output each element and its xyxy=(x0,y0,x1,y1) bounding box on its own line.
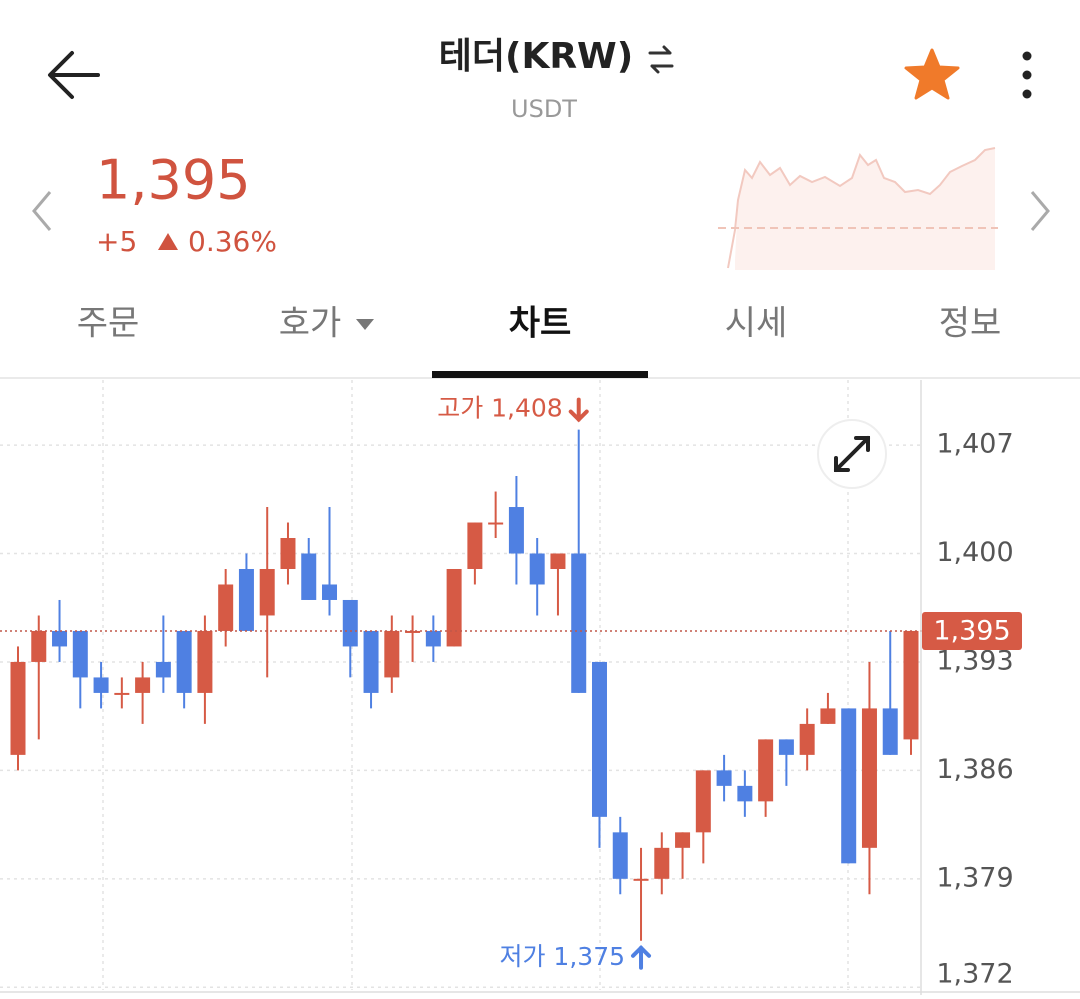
candle-body xyxy=(259,568,275,616)
tab[interactable]: 차트 xyxy=(509,304,572,344)
candle-body xyxy=(633,878,649,881)
prev-button[interactable] xyxy=(32,191,52,231)
y-tick-label: 1,379 xyxy=(936,862,1013,893)
candle-body xyxy=(841,708,857,864)
expand-button[interactable] xyxy=(817,419,887,489)
dropdown-caret xyxy=(356,319,374,330)
candle-body xyxy=(135,677,151,693)
candle-body xyxy=(882,708,898,755)
price-change: +5 xyxy=(96,225,137,258)
candle-body xyxy=(654,847,670,879)
candle-body xyxy=(10,661,26,755)
title: 테더(KRW) xyxy=(439,36,633,77)
y-tick-label: 1,400 xyxy=(936,537,1013,568)
subtitle: USDT xyxy=(511,95,577,123)
candle-body xyxy=(176,630,192,693)
up-triangle xyxy=(158,233,178,250)
next-button[interactable] xyxy=(1030,191,1050,231)
candle-body xyxy=(72,630,88,678)
candle-body xyxy=(155,661,171,678)
candle-body xyxy=(550,553,566,569)
tab[interactable]: 주문 xyxy=(77,304,140,344)
tab[interactable]: 시세 xyxy=(725,304,788,344)
candle-body xyxy=(861,708,877,848)
active-tab-indicator xyxy=(432,371,648,378)
y-tick-label: 1,407 xyxy=(936,429,1013,460)
candle-body xyxy=(384,630,400,678)
y-tick-label: 1,393 xyxy=(936,645,1013,676)
candle-body xyxy=(612,832,628,879)
candle-body xyxy=(197,630,213,693)
candle-body xyxy=(488,522,504,525)
candle-body xyxy=(737,785,753,802)
candle-body xyxy=(238,568,254,631)
candle-body xyxy=(675,832,691,848)
current-price-label: 1,395 xyxy=(933,615,1010,646)
candle-body xyxy=(405,630,421,633)
candle-body xyxy=(716,770,732,786)
tab[interactable]: 정보 xyxy=(939,304,1002,344)
candle-body xyxy=(52,630,68,647)
candle-body xyxy=(591,661,607,817)
candle-body xyxy=(280,538,296,569)
extreme-label: 고가 1,408 xyxy=(437,394,563,423)
favorite-star[interactable] xyxy=(904,48,960,100)
candle-body xyxy=(758,739,774,802)
more-menu[interactable] xyxy=(1022,51,1032,99)
candle-body xyxy=(529,553,545,585)
candle-body xyxy=(820,708,836,724)
vertical-grid xyxy=(102,380,849,990)
current-price-tag xyxy=(922,611,1022,650)
candle-body xyxy=(695,770,711,833)
candle-body xyxy=(363,630,379,693)
price-change-percent: 0.36% xyxy=(188,225,277,258)
candle-body xyxy=(778,739,794,755)
extreme-arrow xyxy=(568,397,589,423)
extreme-arrow xyxy=(631,944,652,970)
candle-body xyxy=(93,677,109,693)
candle-body xyxy=(571,553,587,693)
candle-body xyxy=(322,584,338,600)
sparkline xyxy=(718,147,998,270)
candle-body xyxy=(425,630,441,647)
candle-body xyxy=(342,599,358,647)
extreme-label: 저가 1,375 xyxy=(499,942,625,971)
candle-body xyxy=(31,630,47,662)
swap-icon[interactable] xyxy=(648,45,674,74)
back-button[interactable] xyxy=(48,51,100,99)
tab[interactable]: 호가 xyxy=(279,304,342,344)
candle-body xyxy=(301,553,317,600)
candle-body xyxy=(218,584,234,631)
y-tick-label: 1,372 xyxy=(936,959,1013,990)
candle-body xyxy=(799,723,815,755)
candle-body xyxy=(467,522,483,569)
candle-body xyxy=(903,630,919,740)
candle-body xyxy=(446,568,462,647)
price: 1,395 xyxy=(96,149,251,212)
candle-body xyxy=(508,507,524,554)
candle-body xyxy=(114,692,130,695)
y-tick-label: 1,386 xyxy=(936,754,1013,785)
